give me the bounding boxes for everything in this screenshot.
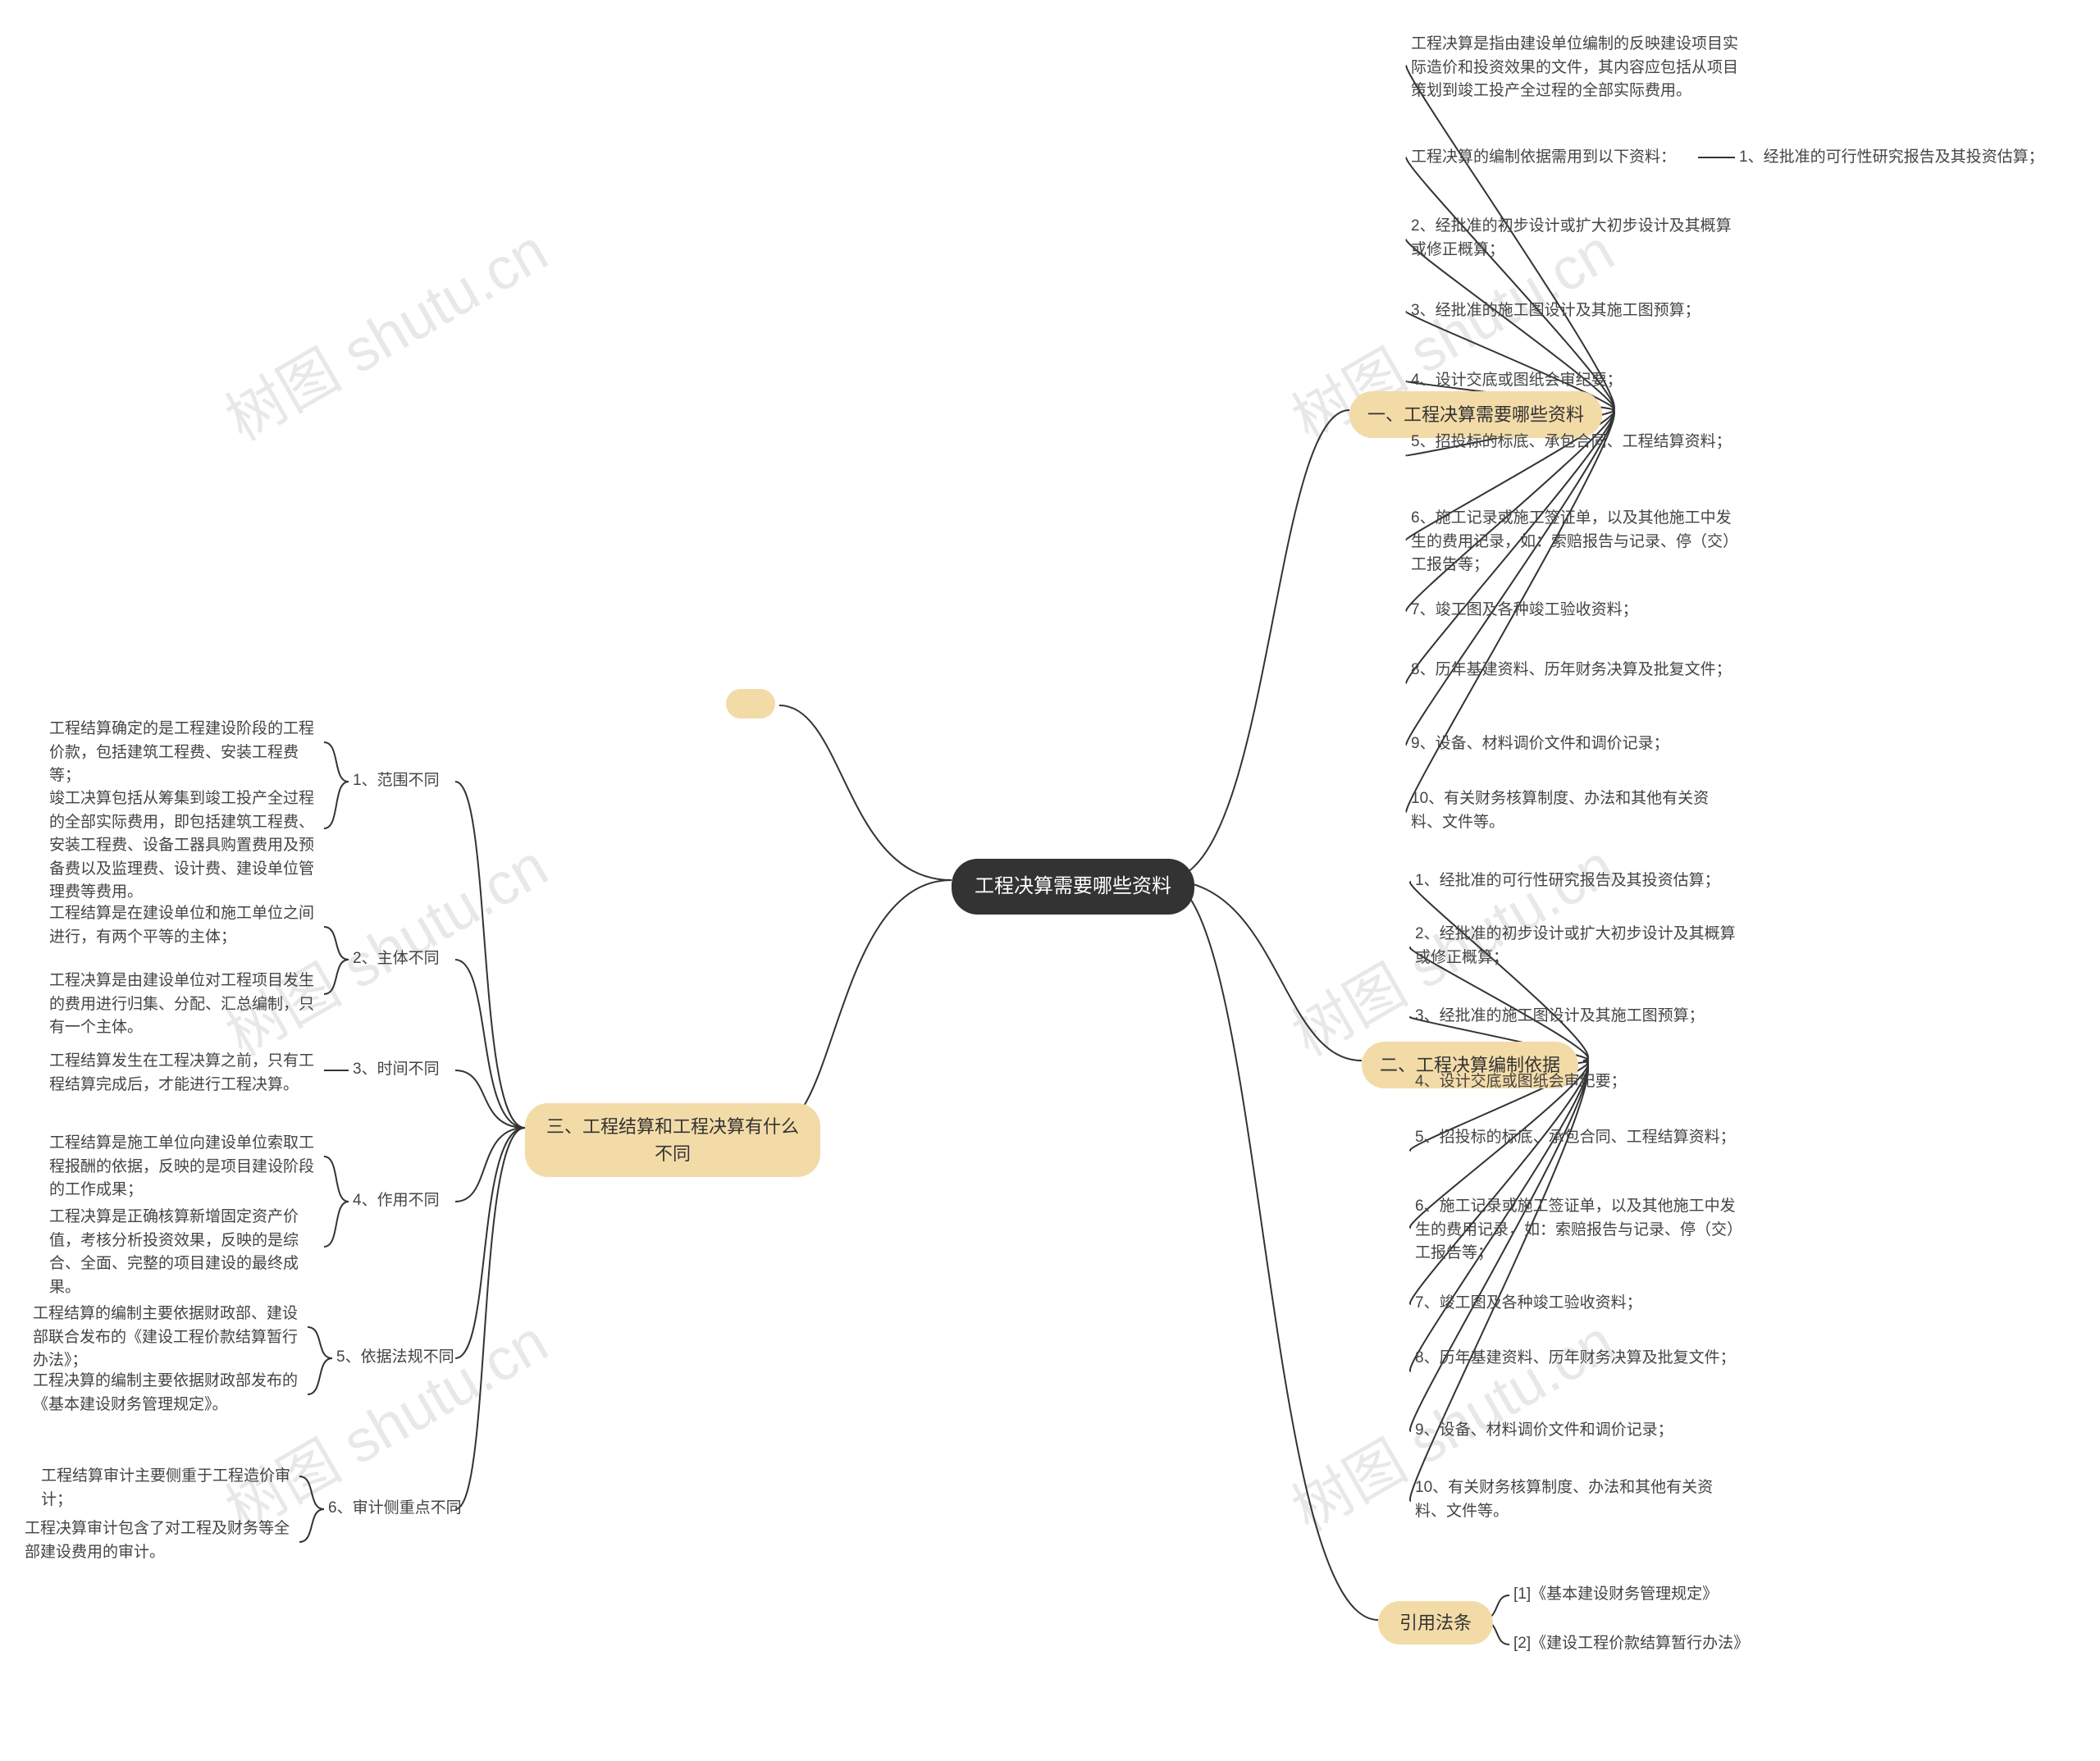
b4-c2: 2、主体不同: [353, 947, 440, 971]
b4-c4-l0: 工程结算是施工单位向建设单位索取工程报酬的依据，反映的是项目建设阶段的工作成果；: [49, 1132, 324, 1202]
empty-branch[interactable]: [726, 689, 775, 719]
b1-leaf-10: 10、有关财务核算制度、办法和其他有关资料、文件等。: [1411, 787, 1739, 834]
b4-c4: 4、作用不同: [353, 1189, 440, 1213]
b4-c6: 6、审计侧重点不同: [328, 1497, 462, 1521]
b1-subright: 1、经批准的可行性研究报告及其投资估算；: [1739, 146, 2044, 170]
b2-leaf-1: 2、经批准的初步设计或扩大初步设计及其概算或修正概算；: [1415, 923, 1743, 969]
b3-leaf-1: [2]《建设工程价款结算暂行办法》: [1513, 1632, 1749, 1656]
b1-leaf-4: 4、设计交底或图纸会审纪要；: [1411, 369, 1623, 393]
b4-c6-l0: 工程结算审计主要侧重于工程造价审计；: [41, 1465, 299, 1512]
b2-leaf-7: 8、历年基建资料、历年财务决算及批复文件；: [1415, 1347, 1736, 1371]
b3-leaf-0: [1]《基本建设财务管理规定》: [1513, 1583, 1718, 1607]
b4-c2-l0: 工程结算是在建设单位和施工单位之间进行，有两个平等的主体；: [49, 902, 324, 949]
branch-3[interactable]: 引用法条: [1378, 1601, 1493, 1645]
b4-c3: 3、时间不同: [353, 1058, 440, 1082]
b4-c5-l1: 工程决算的编制主要依据财政部发布的《基本建设财务管理规定》。: [33, 1370, 308, 1417]
b2-leaf-8: 9、设备、材料调价文件和调价记录；: [1415, 1419, 1673, 1443]
b2-leaf-2: 3、经批准的施工图设计及其施工图预算；: [1415, 1005, 1705, 1029]
b1-leaf-2: 2、经批准的初步设计或扩大初步设计及其概算或修正概算；: [1411, 215, 1739, 262]
b4-c5: 5、依据法规不同: [336, 1346, 454, 1370]
b1-leaf-1: 工程决算的编制依据需用到以下资料：: [1411, 146, 1676, 170]
b4-c5-l0: 工程结算的编制主要依据财政部、建设部联合发布的《建设工程价款结算暂行办法》；: [33, 1303, 308, 1373]
b1-leaf-5: 5、招投标的标底、承包合同、工程结算资料；: [1411, 431, 1732, 454]
branch-4[interactable]: 三、工程结算和工程决算有什么不同: [525, 1103, 820, 1177]
b2-leaf-4: 5、招投标的标底、承包合同、工程结算资料；: [1415, 1126, 1736, 1150]
b1-leaf-6: 6、施工记录或施工签证单，以及其他施工中发生的费用记录，如：索赔报告与记录、停（…: [1411, 507, 1739, 577]
b4-c1: 1、范围不同: [353, 769, 440, 793]
b2-leaf-3: 4、设计交底或图纸会审纪要；: [1415, 1070, 1627, 1094]
b4-c2-l1: 工程决算是由建设单位对工程项目发生的费用进行归集、分配、汇总编制，只有一个主体。: [49, 969, 324, 1040]
b2-leaf-6: 7、竣工图及各种竣工验收资料；: [1415, 1292, 1642, 1316]
b2-leaf-9: 10、有关财务核算制度、办法和其他有关资料、文件等。: [1415, 1476, 1743, 1523]
b4-c3-l0: 工程结算发生在工程决算之前，只有工程结算完成后，才能进行工程决算。: [49, 1050, 324, 1097]
b4-c6-l1: 工程决算审计包含了对工程及财务等全部建设费用的审计。: [25, 1517, 299, 1564]
root-node[interactable]: 工程决算需要哪些资料: [952, 859, 1194, 915]
b2-leaf-5: 6、施工记录或施工签证单，以及其他施工中发生的费用记录，如：索赔报告与记录、停（…: [1415, 1195, 1743, 1266]
b2-leaf-0: 1、经批准的可行性研究报告及其投资估算；: [1415, 869, 1720, 893]
b1-leaf-9: 9、设备、材料调价文件和调价记录；: [1411, 732, 1669, 756]
b1-leaf-7: 7、竣工图及各种竣工验收资料；: [1411, 599, 1638, 623]
b4-c1-l1: 竣工决算包括从筹集到竣工投产全过程的全部实际费用，即包括建筑工程费、安装工程费、…: [49, 787, 324, 905]
b1-leaf-0: 工程决算是指由建设单位编制的反映建设项目实际造价和投资效果的文件，其内容应包括从…: [1411, 33, 1739, 103]
b1-leaf-3: 3、经批准的施工图设计及其施工图预算；: [1411, 299, 1701, 323]
b4-c4-l1: 工程决算是正确核算新增固定资产价值，考核分析投资效果，反映的是综合、全面、完整的…: [49, 1206, 324, 1299]
b1-leaf-8: 8、历年基建资料、历年财务决算及批复文件；: [1411, 659, 1732, 682]
watermark: 树图 shutu.cn: [208, 203, 560, 457]
b4-c1-l0: 工程结算确定的是工程建设阶段的工程价款，包括建筑工程费、安装工程费等；: [49, 718, 324, 788]
